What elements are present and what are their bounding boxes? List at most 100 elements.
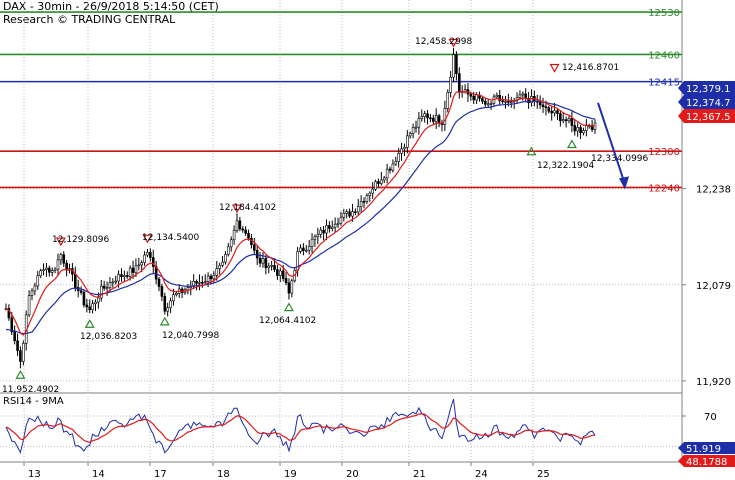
candle-body <box>88 306 92 311</box>
candle-body <box>356 206 360 213</box>
candle-body <box>469 93 473 97</box>
rsi-title: RSI14 - 9MA <box>3 396 64 407</box>
time-tick-label: 17 <box>154 469 167 480</box>
candle-body <box>328 225 331 229</box>
candle-body <box>94 301 97 305</box>
candle-body <box>143 254 146 263</box>
candle-body <box>62 254 66 264</box>
candle-body <box>339 217 343 224</box>
candle-body <box>264 258 268 269</box>
rsi-ma-line <box>5 413 595 444</box>
level-label-12240: 12240 <box>648 183 680 194</box>
chart-title: DAX - 30min - 26/9/2018 5:14:50 (CET) <box>3 0 219 13</box>
candle-body <box>365 195 369 202</box>
current-price-tag <box>678 109 735 123</box>
candle-body <box>411 127 415 134</box>
candle-body <box>108 282 112 288</box>
candle-body <box>73 273 77 288</box>
candle-body <box>388 168 392 171</box>
candle-body <box>244 229 247 234</box>
candle-body <box>579 127 582 134</box>
candle-body <box>374 181 377 190</box>
time-tick-label: 24 <box>475 469 488 480</box>
candle-body <box>483 100 487 105</box>
price-tick-label: 12,238 <box>696 185 731 196</box>
pivot-label: 12,416.8701 <box>562 63 619 73</box>
candle-body <box>446 92 450 109</box>
candle-body <box>27 295 31 316</box>
candle-body <box>137 264 141 267</box>
candle-body <box>224 254 227 263</box>
candle-body <box>559 113 562 122</box>
candle-body <box>105 287 109 289</box>
candle-body <box>232 230 236 241</box>
candle-body <box>380 179 383 184</box>
candle-body <box>227 246 230 255</box>
candle-body <box>198 281 201 284</box>
candle-body <box>310 238 314 247</box>
candle-body <box>276 269 279 276</box>
candle-body <box>134 265 138 273</box>
candle-body <box>403 146 406 150</box>
candle-body <box>498 94 502 102</box>
candle-body <box>313 236 317 240</box>
pivot-low-triangle <box>283 302 294 312</box>
candle-body <box>10 317 14 333</box>
candle-body <box>397 153 400 162</box>
candle-body <box>521 93 525 96</box>
pivot-label: 12,129.8096 <box>52 235 110 245</box>
candle-body <box>359 201 363 207</box>
candle-body <box>169 300 172 309</box>
candle-body <box>45 267 48 270</box>
candle-body <box>432 117 435 122</box>
candle-body <box>201 281 204 284</box>
candle-body <box>296 251 299 271</box>
candle-body <box>550 110 553 114</box>
candle-body <box>209 275 213 280</box>
candle-body <box>235 220 239 231</box>
candle-body <box>215 268 219 276</box>
candle-body <box>30 290 34 296</box>
candle-body <box>509 101 513 103</box>
candle-body <box>330 226 334 229</box>
candle-body <box>53 268 57 271</box>
candle-body <box>544 106 548 109</box>
candle-body <box>206 275 210 282</box>
pivot-label: 12,184.4102 <box>219 203 276 213</box>
rsi-current-value: 48.1788 <box>686 457 727 468</box>
candle-body <box>284 278 288 284</box>
current-price-value: 12,379.1 <box>686 84 731 95</box>
time-tick-label: 25 <box>537 469 550 480</box>
projection-arrow-shaft <box>597 102 625 182</box>
candle-body <box>175 292 178 296</box>
current-price-value: 12,367.5 <box>686 112 731 123</box>
price-tick-label: 12,079 <box>696 281 731 292</box>
candle-body <box>186 287 190 291</box>
pivot-high-triangle <box>549 63 560 73</box>
candle-body <box>426 113 429 119</box>
candle-body <box>391 163 395 171</box>
candle-body <box>382 177 386 181</box>
level-label-12415: 12415 <box>648 78 680 89</box>
pivot-label: 12,458.2998 <box>415 37 473 47</box>
pivot-low-triangle <box>159 316 170 326</box>
candle-body <box>564 119 568 122</box>
pivot-label: 12,322.1904 <box>537 161 595 171</box>
chart-source: Research © TRADING CENTRAL <box>3 13 176 26</box>
candle-body <box>48 267 51 273</box>
candle-body <box>319 229 323 235</box>
rsi-line <box>5 398 596 454</box>
pivot-low-triangle <box>15 370 26 379</box>
candle-body <box>39 270 42 277</box>
candle-body <box>325 225 328 234</box>
candle-body <box>79 290 83 293</box>
candle-body <box>582 130 585 134</box>
pivot-low-triangle <box>566 139 577 149</box>
candle-body <box>541 104 545 108</box>
candle-body <box>481 98 484 102</box>
projection-arrow-head <box>619 176 629 190</box>
candle-body <box>131 267 135 273</box>
candle-body <box>547 107 551 112</box>
candle-body <box>437 115 441 124</box>
